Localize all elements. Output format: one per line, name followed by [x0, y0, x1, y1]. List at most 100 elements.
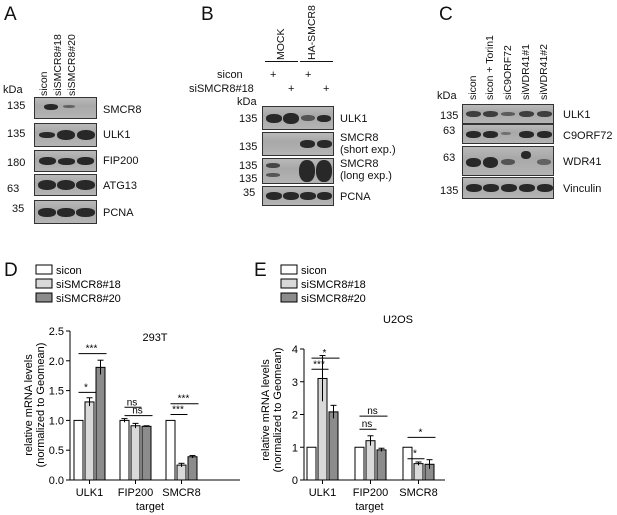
western-blot [34, 150, 97, 172]
western-blot [34, 123, 97, 147]
plus-mark: + [305, 69, 312, 81]
significance-label: ns [367, 406, 378, 417]
blot-label: PCNA [103, 207, 134, 219]
x-axis-label: target [136, 501, 164, 513]
bar [402, 446, 413, 481]
mw-marker: 63 [443, 152, 456, 164]
bar [187, 456, 198, 481]
x-tick-label: FIP200 [353, 487, 388, 499]
legend-label: siSMCR8#18 [301, 279, 366, 291]
blot-label: WDR41 [563, 156, 602, 168]
y-tick-label: 0.0 [49, 475, 64, 487]
legend-swatch [35, 264, 53, 275]
kda-label: kDa [3, 84, 23, 96]
western-blot [262, 186, 334, 206]
x-tick-label: FIP200 [118, 487, 153, 499]
legend-swatch [280, 278, 298, 289]
bar [354, 446, 365, 481]
panel-c-label: C [439, 4, 453, 25]
y-tick-label: 2.5 [49, 326, 64, 338]
blot-label: ULK1 [340, 113, 368, 125]
mw-marker: 35 [12, 203, 25, 215]
legend-label: siSMCR8#20 [56, 293, 121, 305]
x-axis-label: target [355, 501, 383, 513]
legend-swatch [35, 278, 53, 289]
y-tick-label: 3 [292, 377, 298, 389]
bar [306, 446, 317, 481]
bar [119, 419, 130, 481]
x-tick-label: SMCR8 [162, 487, 201, 499]
x-tick-label: SMCR8 [399, 487, 438, 499]
western-blot [34, 97, 97, 119]
condition-label: sicon [217, 69, 243, 81]
western-blot [34, 200, 97, 224]
blot-label: SMCR8 [340, 132, 379, 144]
blot-label: SMCR8 [103, 104, 142, 116]
blot-label: FIP200 [103, 155, 139, 167]
blot-label: ULK1 [103, 129, 131, 141]
chart-title: U2OS [383, 314, 413, 326]
western-blot [34, 174, 97, 196]
mw-marker: 135 [440, 185, 459, 197]
y-tick-label: 2.0 [49, 356, 64, 368]
mw-marker: 135 [440, 110, 459, 122]
western-blot [262, 158, 334, 184]
y-tick-label: 1.0 [49, 415, 64, 427]
blot-sublabel: (short exp.) [340, 144, 396, 156]
y-axis-label: relative mRNA levels(normalized to Geome… [23, 343, 47, 468]
mw-marker: 180 [7, 157, 26, 169]
y-tick-label: 1.5 [49, 386, 64, 398]
x-tick-label: ULK1 [76, 487, 104, 499]
blot-label: ULK1 [563, 109, 591, 121]
western-blot [262, 106, 334, 130]
plus-mark: + [270, 69, 277, 81]
significance-label: ns [127, 397, 138, 408]
significance-label: * [84, 382, 88, 393]
y-tick-label: 1 [292, 442, 298, 454]
legend-label: sicon [56, 265, 82, 277]
mw-marker: 135 [7, 128, 26, 140]
blot-label: Vinculin [563, 183, 602, 195]
western-blot [462, 177, 554, 199]
x-tick-label: ULK1 [309, 487, 337, 499]
panel-b-label: B [201, 4, 214, 25]
legend-swatch [280, 264, 298, 275]
kda-label: kDa [237, 96, 257, 108]
y-tick-label: 4 [292, 344, 298, 356]
significance-label: ns [362, 419, 373, 430]
mw-marker: 63 [443, 125, 456, 137]
bar [376, 449, 387, 481]
legend-label: siSMCR8#18 [56, 279, 121, 291]
bar [413, 463, 424, 481]
significance-label: *** [313, 359, 325, 370]
significance-label: *** [172, 404, 184, 415]
mw-marker: 135 [239, 113, 258, 125]
legend-label: siSMCR8#20 [301, 293, 366, 305]
significance-label: ns [132, 406, 143, 417]
bar [176, 464, 187, 481]
legend-label: sicon [301, 265, 327, 277]
western-blot [462, 124, 554, 144]
bar [365, 440, 376, 481]
significance-label: * [413, 449, 417, 460]
bar [73, 419, 84, 481]
panel-d-label: D [4, 260, 18, 281]
blot-label: ATG13 [103, 180, 138, 192]
mw-marker: 135 [7, 100, 26, 112]
group-underline [265, 61, 298, 62]
plus-mark: + [288, 83, 295, 95]
western-blot [462, 104, 554, 124]
blot-label: PCNA [340, 191, 371, 203]
group-underline [300, 61, 333, 62]
blot-label: C9ORF72 [563, 130, 613, 142]
bar [95, 366, 106, 481]
mw-marker: 63 [7, 183, 20, 195]
significance-label: * [323, 348, 327, 359]
western-blot [462, 146, 554, 176]
mw-marker: 135 [239, 173, 258, 185]
significance-label: * [419, 427, 423, 438]
panel-e-label: E [254, 260, 267, 281]
bar [130, 425, 141, 481]
y-tick-label: 0 [292, 475, 298, 487]
